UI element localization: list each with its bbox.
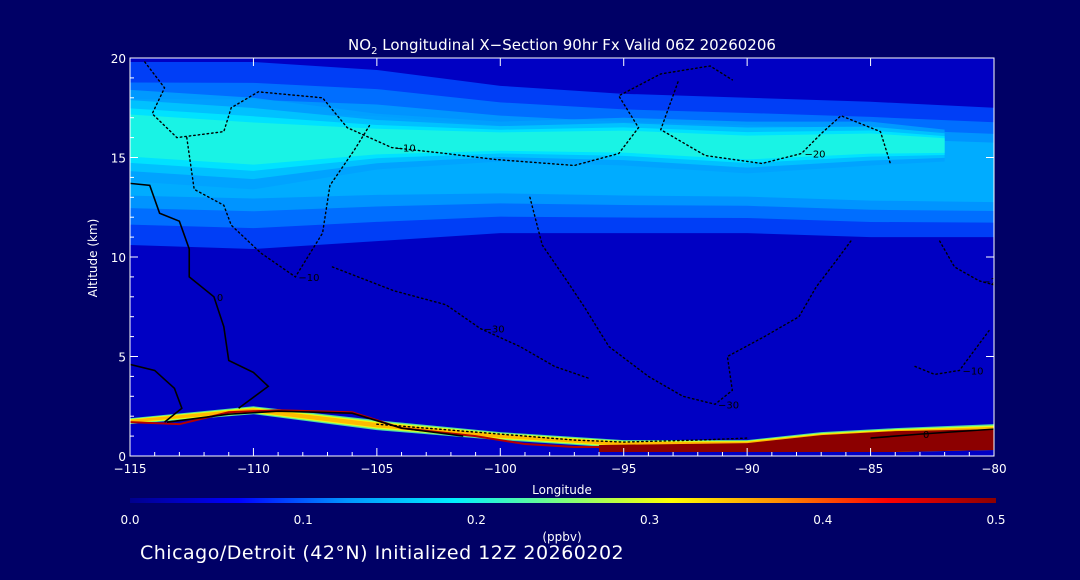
contour-label: −30 bbox=[484, 325, 505, 336]
contour-label: −30 bbox=[718, 400, 739, 411]
y-tick-label: 15 bbox=[111, 152, 126, 166]
x-tick-label: −100 bbox=[484, 462, 517, 476]
contour-line bbox=[166, 410, 464, 437]
colorbar-label: (ppbv) bbox=[542, 530, 581, 544]
x-axis: −115 −110 −105 −100 −95 −90 −85 −80 bbox=[114, 58, 1007, 476]
colorbar-tick-label: 0.5 bbox=[986, 513, 1005, 527]
colorbar-tick-label: 0.3 bbox=[640, 513, 659, 527]
contour-label: −20 bbox=[982, 277, 1003, 288]
terrain-mask bbox=[130, 409, 994, 453]
footer-caption: Chicago/Detroit (42°N) Initialized 12Z 2… bbox=[140, 542, 625, 564]
x-axis-label: Longitude bbox=[532, 483, 592, 497]
contour-line bbox=[144, 61, 734, 167]
colorbar-tick-label: 0.0 bbox=[120, 513, 139, 527]
contour-line bbox=[938, 240, 994, 286]
contour-line bbox=[529, 196, 852, 406]
field-layer-upper-core bbox=[130, 114, 945, 165]
contour-label: −10 bbox=[962, 366, 983, 377]
x-tick-label: −95 bbox=[611, 462, 636, 476]
contour-line bbox=[186, 124, 371, 278]
contour-label: −10 bbox=[395, 144, 416, 155]
contour-line bbox=[914, 329, 990, 376]
chart-title: NO2 Longitudinal X−Section 90hr Fx Valid… bbox=[348, 36, 776, 57]
contour-label: 0 bbox=[217, 293, 223, 304]
title-prefix: NO bbox=[348, 36, 371, 54]
contour-label: −10 bbox=[298, 273, 319, 284]
temperature-contours: 0 0 −10 −10 −20 −30 −30 −10 −20 bbox=[130, 61, 1003, 443]
contour-line bbox=[376, 423, 748, 443]
contour-line bbox=[331, 266, 590, 380]
contour-line bbox=[130, 182, 270, 409]
y-tick-label: 5 bbox=[118, 351, 126, 365]
y-axis: 0 5 10 15 20 bbox=[111, 52, 994, 464]
x-tick-label: −110 bbox=[237, 462, 270, 476]
y-tick-label: 20 bbox=[111, 52, 126, 66]
contour-line bbox=[870, 428, 994, 439]
colorbar-tick-label: 0.2 bbox=[467, 513, 486, 527]
contour-label: −20 bbox=[804, 150, 825, 161]
contour-label: 0 bbox=[923, 430, 929, 441]
x-tick-label: −90 bbox=[734, 462, 759, 476]
y-tick-label: 10 bbox=[111, 251, 126, 265]
y-tick-label: 0 bbox=[118, 450, 126, 464]
y-axis-label: Altitude (km) bbox=[86, 219, 100, 298]
x-tick-label: −85 bbox=[858, 462, 883, 476]
x-tick-label: −80 bbox=[981, 462, 1006, 476]
colorbar-gradient bbox=[130, 498, 996, 503]
contour-line bbox=[130, 363, 183, 423]
colorbar: 0.0 0.1 0.2 0.3 0.4 0.5 bbox=[120, 498, 1006, 527]
surface-max-fill bbox=[599, 429, 994, 453]
colorbar-tick-label: 0.4 bbox=[813, 513, 832, 527]
x-tick-label: −105 bbox=[360, 462, 393, 476]
x-tick-label: −115 bbox=[114, 462, 147, 476]
colorbar-tick-label: 0.1 bbox=[294, 513, 313, 527]
title-subscript: 2 bbox=[371, 46, 377, 57]
contour-line bbox=[659, 81, 892, 165]
title-rest: Longitudinal X−Section 90hr Fx Valid 06Z… bbox=[377, 36, 775, 54]
